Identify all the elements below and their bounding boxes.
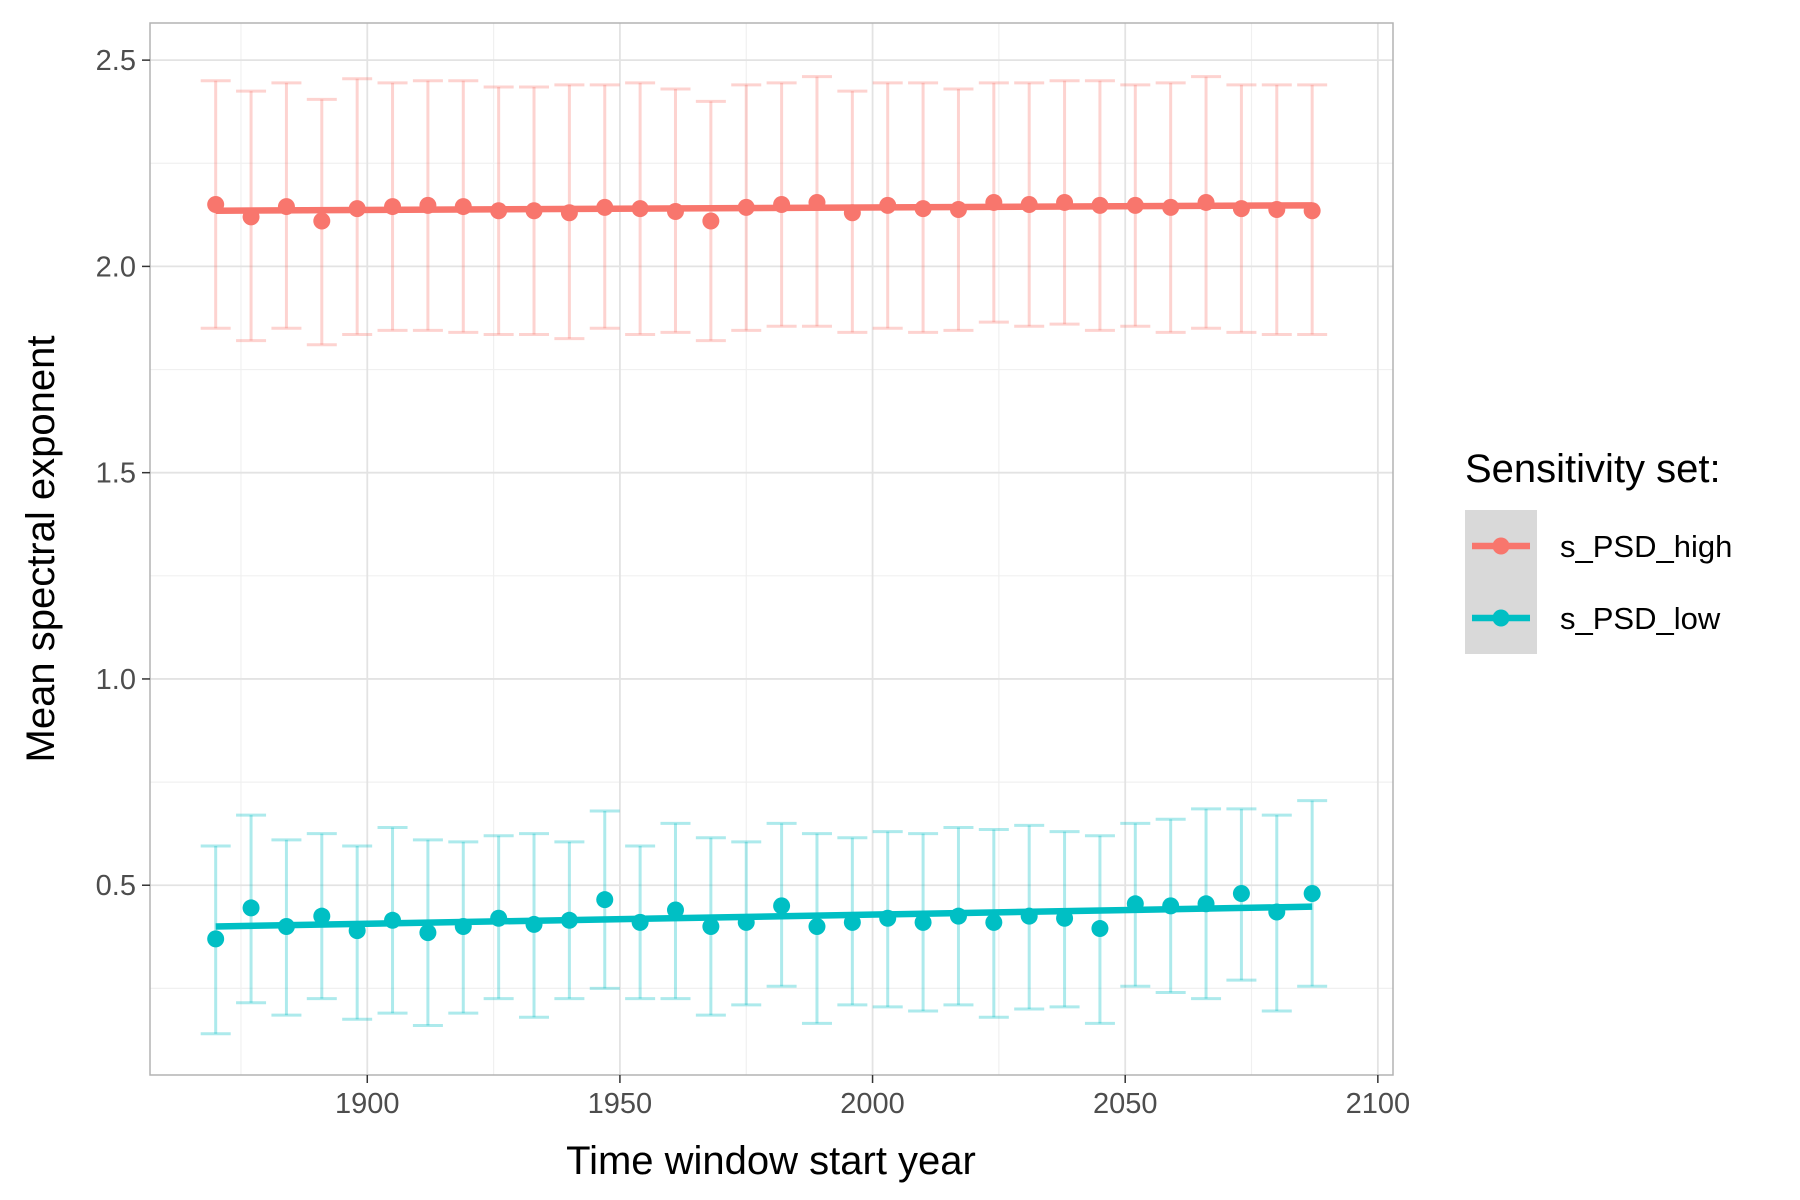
data-point <box>1056 909 1074 927</box>
x-tick-label: 1900 <box>335 1088 400 1120</box>
data-point <box>773 897 791 915</box>
data-point <box>843 913 861 931</box>
minor-gridlines <box>150 23 1393 1075</box>
series-s-psd-high <box>200 75 1328 347</box>
data-point <box>596 198 614 216</box>
data-point <box>1056 193 1074 211</box>
data-point <box>702 212 720 230</box>
data-point <box>1197 895 1215 913</box>
data-point <box>1020 196 1038 214</box>
y-tick-label: 2.0 <box>96 251 136 283</box>
data-point <box>1162 897 1180 915</box>
data-point <box>1162 198 1180 216</box>
data-point <box>242 899 260 917</box>
data-point <box>1020 907 1038 925</box>
data-point <box>773 196 791 214</box>
data-point <box>313 212 331 230</box>
legend-title: Sensitivity set: <box>1465 447 1721 491</box>
plot-panel <box>150 23 1393 1075</box>
data-point <box>1091 196 1109 214</box>
x-tick-label: 2100 <box>1346 1088 1411 1120</box>
data-point <box>1126 895 1144 913</box>
data-point <box>949 907 967 925</box>
data-point <box>490 909 508 927</box>
y-tick-label: 1.5 <box>96 458 136 490</box>
data-point <box>843 204 861 222</box>
y-axis-title: Mean spectral exponent <box>19 336 63 763</box>
data-point <box>1126 196 1144 214</box>
legend-key-s-psd-low <box>1472 609 1530 627</box>
legend-key-point <box>1492 537 1510 555</box>
data-point <box>525 915 543 933</box>
data-point <box>914 913 932 931</box>
data-point <box>631 913 649 931</box>
data-point <box>596 891 614 909</box>
legend-key-point <box>1492 609 1510 627</box>
data-point <box>737 198 755 216</box>
data-point <box>419 196 437 214</box>
data-point <box>454 917 472 935</box>
data-point <box>1091 920 1109 938</box>
data-point <box>525 202 543 220</box>
data-point <box>949 200 967 218</box>
data-point <box>808 917 826 935</box>
data-point <box>560 911 578 929</box>
y-tick-label: 1.0 <box>96 664 136 696</box>
y-tick-label: 2.5 <box>96 45 136 77</box>
data-point <box>985 913 1003 931</box>
data-point <box>277 917 295 935</box>
data-point <box>737 913 755 931</box>
data-point <box>702 917 720 935</box>
plot-panel-border <box>149 22 1394 1076</box>
data-point <box>313 907 331 925</box>
data-point <box>348 200 366 218</box>
data-point <box>1197 193 1215 211</box>
data-point <box>1232 884 1250 902</box>
data-point <box>384 911 402 929</box>
x-tick-label: 2050 <box>1093 1088 1158 1120</box>
data-point <box>631 200 649 218</box>
legend-key-s-psd-high <box>1472 537 1530 555</box>
data-point <box>207 930 225 948</box>
data-point <box>1232 200 1250 218</box>
data-point <box>1303 884 1321 902</box>
data-point <box>1268 903 1286 921</box>
series-layer <box>200 75 1328 1036</box>
legend-label-s-psd-high: s_PSD_high <box>1560 529 1732 564</box>
legend: Sensitivity set: s_PSD_high s_PSD_low <box>1465 447 1732 654</box>
major-gridlines <box>150 23 1393 1075</box>
data-point <box>419 924 437 942</box>
legend-label-s-psd-low: s_PSD_low <box>1560 601 1721 636</box>
data-point <box>985 193 1003 211</box>
data-point <box>242 208 260 226</box>
data-point <box>384 198 402 216</box>
data-point <box>666 901 684 919</box>
y-tick-label: 0.5 <box>96 870 136 902</box>
data-point <box>454 198 472 216</box>
data-point <box>560 204 578 222</box>
data-point <box>808 193 826 211</box>
data-point <box>879 196 897 214</box>
data-point <box>1268 200 1286 218</box>
data-point <box>207 196 225 214</box>
y-axis: 0.5 1.0 1.5 2.0 2.5 <box>96 45 150 902</box>
data-point <box>1303 202 1321 220</box>
series-s-psd-low <box>200 799 1328 1036</box>
x-axis: 1900 1950 2000 2050 2100 <box>335 1075 1410 1120</box>
x-tick-label: 1950 <box>588 1088 653 1120</box>
data-point <box>490 202 508 220</box>
data-point <box>666 203 684 221</box>
x-tick-label: 2000 <box>840 1088 905 1120</box>
data-point <box>879 909 897 927</box>
data-point <box>348 922 366 940</box>
data-point <box>277 198 295 216</box>
data-point <box>914 200 932 218</box>
x-axis-title: Time window start year <box>566 1139 976 1183</box>
